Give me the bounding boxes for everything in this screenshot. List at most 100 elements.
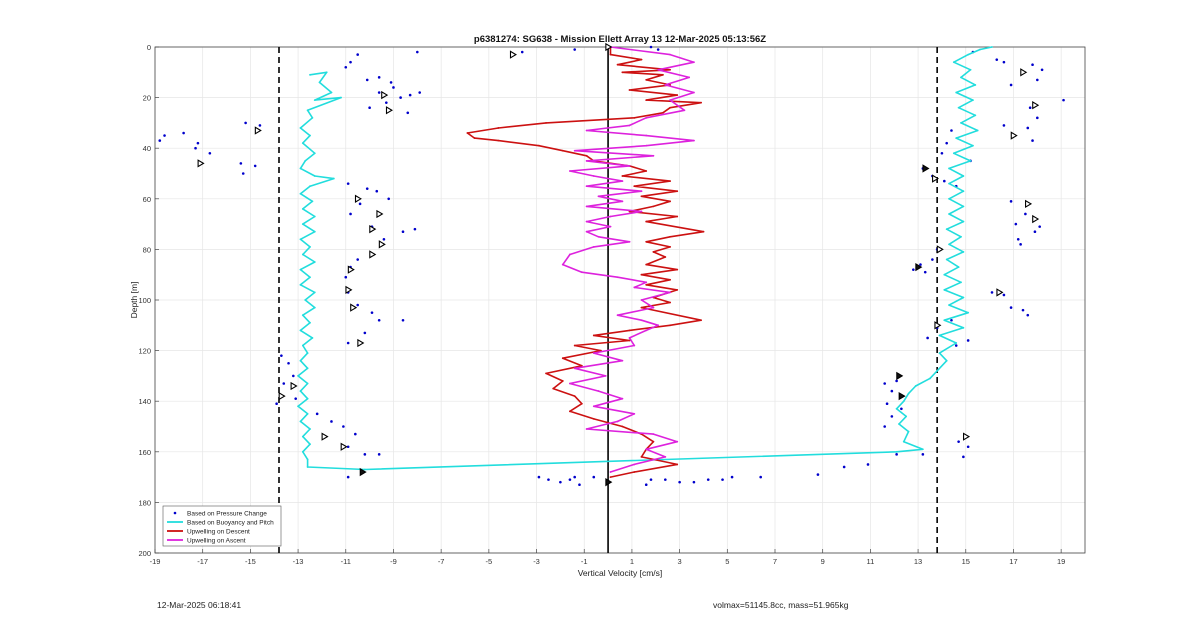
data-point <box>208 151 212 155</box>
data-point <box>669 245 671 248</box>
data-point <box>628 240 631 243</box>
triangle-marker <box>922 164 930 173</box>
data-point <box>954 344 958 347</box>
data-point <box>967 53 970 56</box>
data-point <box>344 65 348 69</box>
data-point <box>561 357 564 360</box>
x-tick-label: 7 <box>773 557 777 566</box>
data-point <box>652 440 655 443</box>
y-tick-label: 200 <box>138 549 151 558</box>
data-point <box>1002 124 1006 127</box>
data-point <box>936 369 939 372</box>
triangle-marker <box>376 209 384 219</box>
footer-glider-params: volmax=51145.8cc, mass=51.965kg <box>713 600 849 610</box>
series-line <box>562 46 695 473</box>
data-point <box>569 253 571 256</box>
data-point <box>292 374 295 378</box>
data-point <box>194 146 197 150</box>
data-point <box>895 379 898 383</box>
data-point <box>621 359 624 362</box>
reference-lines <box>278 47 938 553</box>
data-point <box>342 425 345 428</box>
data-point <box>664 84 667 86</box>
data-point <box>497 127 500 129</box>
data-point <box>628 89 631 91</box>
triangle-marker <box>934 321 942 330</box>
data-point <box>640 455 643 458</box>
data-point <box>962 220 965 223</box>
data-point <box>912 268 915 271</box>
data-point <box>306 412 309 415</box>
data-point <box>413 227 417 231</box>
data-point <box>706 478 710 481</box>
data-point <box>645 263 648 266</box>
data-point <box>585 129 588 132</box>
data-point <box>664 256 667 258</box>
data-point <box>244 121 247 125</box>
data-point <box>299 359 302 362</box>
data-point <box>313 230 316 233</box>
data-point <box>1021 308 1025 312</box>
data-point <box>633 185 636 188</box>
y-tick-label: 100 <box>138 296 151 305</box>
data-point <box>299 329 302 332</box>
data-point <box>962 190 965 193</box>
data-point <box>962 455 965 459</box>
data-point <box>1038 225 1041 228</box>
data-point <box>377 318 381 322</box>
data-point <box>962 251 965 253</box>
data-point <box>306 109 309 112</box>
data-point <box>948 182 950 185</box>
data-point <box>1040 68 1044 72</box>
data-point <box>294 397 297 400</box>
data-point <box>1026 313 1030 317</box>
data-point <box>644 483 648 486</box>
data-point <box>645 240 648 243</box>
data-point <box>943 179 946 183</box>
data-point <box>299 192 302 195</box>
data-point <box>325 71 328 74</box>
data-point <box>545 122 547 124</box>
data-point <box>585 154 588 157</box>
triangle-marker <box>1032 214 1040 224</box>
triangle-marker <box>254 126 262 135</box>
data-point <box>943 273 946 276</box>
data-point <box>645 116 648 119</box>
series-pressure-change <box>158 45 1065 486</box>
data-point <box>640 299 643 301</box>
data-point <box>299 238 302 241</box>
data-point <box>1036 78 1039 82</box>
triangle-marker <box>321 432 329 441</box>
data-point <box>330 420 333 423</box>
x-tick-label: -13 <box>293 557 304 566</box>
data-point <box>306 352 309 355</box>
data-point <box>616 420 619 423</box>
data-point <box>569 382 571 385</box>
data-point <box>683 109 686 112</box>
data-point <box>950 129 953 132</box>
series-line <box>466 47 705 478</box>
y-tick-label: 0 <box>147 43 151 52</box>
data-point <box>363 331 367 335</box>
x-tick-label: 13 <box>914 557 922 566</box>
data-point <box>301 208 304 210</box>
data-point <box>628 337 631 339</box>
data-point <box>657 68 660 71</box>
data-point <box>926 336 929 340</box>
data-point <box>645 448 648 451</box>
data-point <box>280 354 283 357</box>
data-point <box>309 185 311 188</box>
data-point <box>297 375 299 377</box>
triangle-marker <box>385 106 393 115</box>
data-point <box>358 202 362 206</box>
data-point <box>349 212 352 216</box>
data-point <box>363 468 366 471</box>
data-point <box>585 185 588 188</box>
data-point <box>940 151 944 155</box>
triangle-marker <box>359 467 367 477</box>
data-point <box>676 268 679 271</box>
data-point <box>313 291 316 294</box>
data-point <box>158 139 162 142</box>
data-point <box>561 263 564 266</box>
data-point <box>905 415 908 418</box>
